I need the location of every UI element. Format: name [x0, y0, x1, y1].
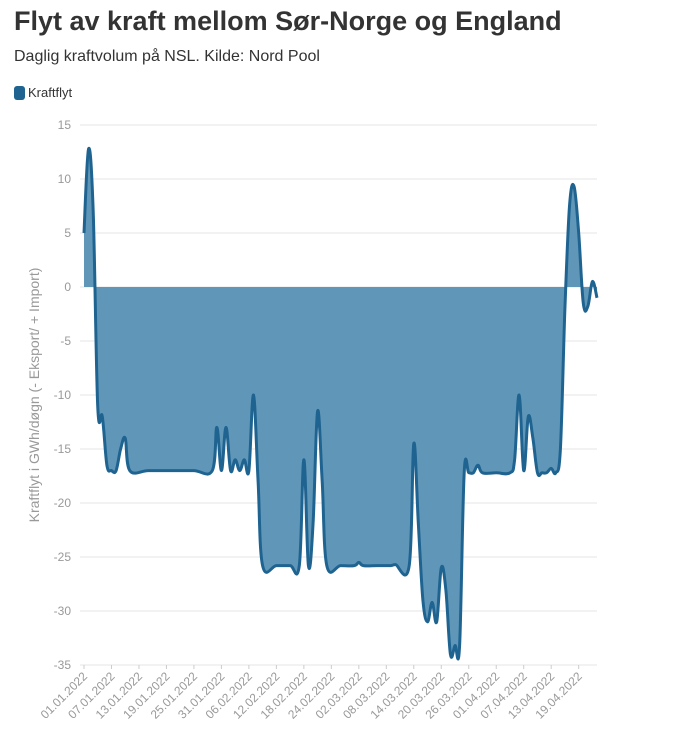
- y-tick-label: -35: [54, 658, 72, 672]
- y-tick-label: -10: [54, 388, 72, 402]
- y-tick-label: 15: [58, 118, 72, 132]
- series-area-kraftflyt: [84, 148, 597, 660]
- y-tick-label: 10: [58, 172, 72, 186]
- y-tick-label: -15: [54, 442, 72, 456]
- y-axis-title: Kraftflyt i GWh/døgn (- Eksport/ + Impor…: [26, 268, 42, 523]
- y-tick-label: -30: [54, 604, 72, 618]
- y-tick-label: 0: [64, 280, 71, 294]
- series-line-kraftflyt: [82, 146, 599, 661]
- legend: Kraftflyt: [14, 85, 72, 100]
- chart-title: Flyt av kraft mellom Sør-Norge og Englan…: [14, 6, 562, 36]
- y-tick-label: 5: [64, 226, 71, 240]
- legend-label[interactable]: Kraftflyt: [28, 85, 73, 100]
- chart-subtitle: Daglig kraftvolum på NSL. Kilde: Nord Po…: [14, 48, 320, 65]
- legend-swatch: [14, 85, 25, 100]
- y-tick-label: -20: [54, 496, 72, 510]
- y-tick-label: -5: [60, 334, 71, 348]
- y-tick-label: -25: [54, 550, 72, 564]
